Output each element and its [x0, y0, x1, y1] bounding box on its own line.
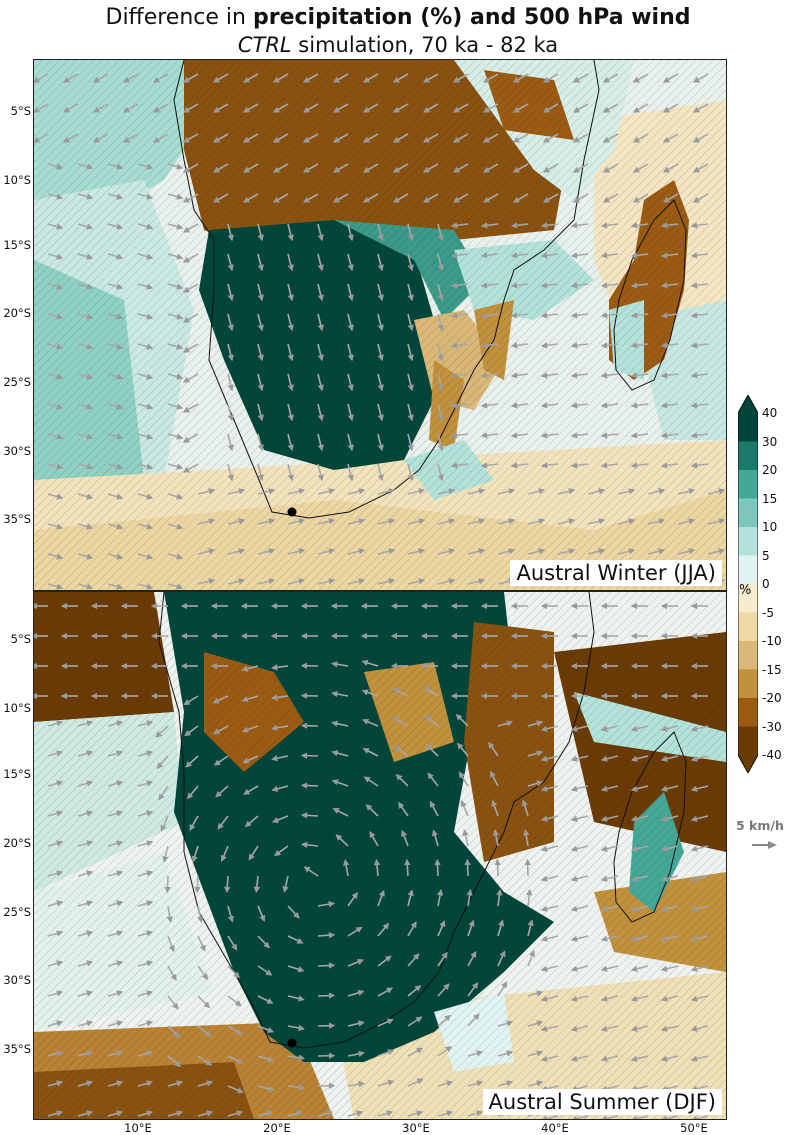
colorbar-cell — [738, 527, 758, 556]
wind-arrow — [302, 785, 318, 786]
map-panel-summer: Austral Summer (DJF) — [33, 591, 727, 1120]
colorbar-extend-top — [738, 395, 758, 413]
wind-arrow — [467, 860, 468, 876]
colorbar-tick-label: 5 — [762, 549, 770, 563]
lat-label: 15°S — [3, 767, 31, 781]
colorbar-tick-label: -10 — [762, 634, 782, 648]
wind-reference-arrow — [750, 838, 780, 852]
colorbar-tick-label: 0 — [762, 577, 770, 591]
wind-arrow — [167, 876, 168, 892]
colorbar-tick-label: -20 — [762, 691, 782, 705]
map-winter-field — [34, 60, 726, 590]
season-label-summer: Austral Summer (DJF) — [483, 1089, 722, 1115]
wind-arrow — [302, 755, 318, 756]
colorbar-cell — [738, 499, 758, 528]
colorbar-extend-bottom — [738, 755, 758, 773]
figure-title: Difference in precipitation (%) and 500 … — [0, 4, 796, 31]
colorbar-tick-label: 10 — [762, 520, 777, 534]
lat-label: 20°S — [3, 306, 31, 320]
lat-label: 20°S — [3, 836, 31, 850]
lat-label: 25°S — [3, 905, 31, 919]
colorbar-cell — [738, 670, 758, 699]
colorbar-unit: % — [739, 583, 751, 598]
colorbar-tick-label: 20 — [762, 463, 777, 477]
wind-arrow — [407, 860, 408, 876]
colorbar-cell — [738, 556, 758, 585]
colorbar-tick-label: -30 — [762, 720, 782, 734]
map-summer-field — [34, 592, 726, 1119]
wind-reference-label: 5 km/h — [736, 818, 784, 833]
lat-label: 15°S — [3, 238, 31, 252]
colorbar-tick-label: 15 — [762, 492, 777, 506]
colorbar-tick-label: 30 — [762, 435, 777, 449]
wind-arrow — [497, 860, 498, 876]
colorbar-cell — [738, 470, 758, 499]
colorbar-cell — [738, 413, 758, 442]
colorbar-cell — [738, 698, 758, 727]
site-marker — [288, 508, 297, 517]
colorbar-tick-label: 40 — [762, 406, 777, 420]
wind-arrow — [318, 995, 334, 996]
wind-arrow — [227, 876, 228, 892]
season-label-winter: Austral Winter (JJA) — [510, 560, 722, 586]
wind-arrow — [318, 965, 334, 966]
lat-label: 25°S — [3, 375, 31, 389]
lat-label: 30°S — [3, 973, 31, 987]
lat-label: 35°S — [3, 1042, 31, 1056]
colorbar-cell — [738, 613, 758, 642]
colorbar-cell — [738, 727, 758, 756]
wind-arrow — [302, 815, 318, 816]
lat-label: 5°S — [11, 632, 31, 646]
lat-label: 10°S — [3, 173, 31, 187]
colorbar-tick-label: -40 — [762, 748, 782, 762]
figure-subtitle: CTRL simulation, 70 ka - 82 ka — [0, 32, 796, 58]
colorbar-tick-label: -15 — [762, 663, 782, 677]
wind-arrow — [197, 876, 198, 892]
lat-label: 10°S — [3, 701, 31, 715]
lat-label: 35°S — [3, 512, 31, 526]
colorbar-cell — [738, 641, 758, 670]
wind-arrow — [437, 860, 438, 876]
lat-label: 5°S — [11, 104, 31, 118]
lat-label: 30°S — [3, 444, 31, 458]
colorbar-tick-label: -5 — [762, 606, 774, 620]
map-panel-winter: Austral Winter (JJA) — [33, 59, 727, 591]
colorbar-cell — [738, 442, 758, 471]
site-marker — [288, 1039, 297, 1048]
